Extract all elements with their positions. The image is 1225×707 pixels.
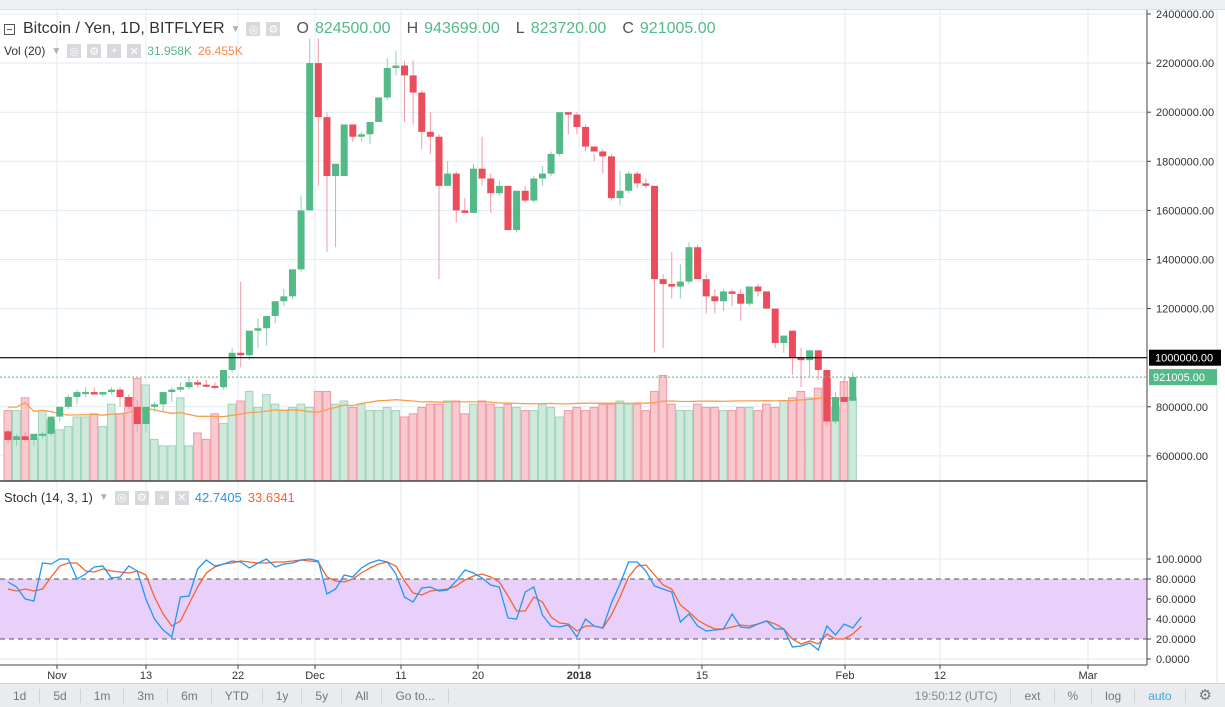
main-series-legend: Bitcoin / Yen, 1D, BITFLYER ▼ ◎ ⚙ O 82450… (4, 20, 716, 38)
volume-bars (3, 374, 857, 482)
svg-text:2400000.00: 2400000.00 (1156, 10, 1214, 21)
symbol-title[interactable]: Bitcoin / Yen, 1D, BITFLYER (23, 20, 225, 37)
svg-text:1200000.00: 1200000.00 (1156, 304, 1214, 316)
high-value: 943699.00 (424, 20, 500, 37)
ext-toggle[interactable]: ext (1011, 688, 1055, 703)
stoch-title[interactable]: Stoch (14, 3, 1) (4, 490, 93, 505)
range-ytd[interactable]: YTD (212, 688, 263, 703)
plus-icon[interactable]: + (107, 44, 122, 58)
goto-button[interactable]: Go to... (382, 688, 449, 703)
top-toolbar-strip (0, 0, 1225, 10)
stoch-band (0, 579, 1147, 639)
gear-icon[interactable]: ⚙ (134, 490, 149, 505)
open-label: O (296, 20, 309, 37)
svg-text:Mar: Mar (1079, 670, 1098, 682)
svg-text:40.0000: 40.0000 (1156, 614, 1196, 626)
grid (0, 10, 1147, 665)
chart-canvas[interactable]: 2400000.00 2200000.00 2000000.00 1800000.00… (0, 10, 1225, 683)
chevron-down-icon[interactable]: ▼ (98, 492, 109, 503)
range-1m[interactable]: 1m (81, 688, 125, 703)
svg-text:20: 20 (472, 670, 484, 682)
price-tag-1000000 (1149, 349, 1221, 366)
svg-text:Nov: Nov (47, 670, 67, 682)
svg-text:13: 13 (140, 670, 152, 682)
stoch-legend: Stoch (14, 3, 1) ▼ ◎ ⚙ + ✕ 42.7405 33.63… (4, 490, 295, 505)
svg-text:Feb: Feb (836, 670, 855, 682)
range-all[interactable]: All (342, 688, 383, 703)
log-toggle[interactable]: log (1092, 688, 1136, 703)
eye-icon[interactable]: ◎ (246, 22, 261, 36)
price-axis[interactable]: 2400000.00 2200000.00 2000000.00 1800000.00… (1147, 10, 1221, 463)
svg-text:1000000.00: 1000000.00 (1155, 353, 1213, 365)
last-price-tag (1149, 369, 1217, 386)
close-icon[interactable]: ✕ (174, 490, 189, 505)
range-6m[interactable]: 6m (168, 688, 212, 703)
svg-text:22: 22 (232, 670, 244, 682)
collapse-icon[interactable] (4, 23, 15, 35)
volume-ma-value: 26.455K (197, 44, 243, 58)
open-value: 824500.00 (314, 20, 391, 37)
svg-text:80.0000: 80.0000 (1156, 574, 1196, 586)
svg-text:2018: 2018 (567, 670, 591, 682)
svg-text:Dec: Dec (305, 670, 325, 682)
range-5d[interactable]: 5d (40, 688, 81, 703)
bottom-right-controls: 19:50:12 (UTC) ext % log auto ⚙ (915, 686, 1225, 704)
close-label: C (622, 20, 634, 37)
svg-text:60.0000: 60.0000 (1156, 594, 1196, 606)
gear-icon[interactable]: ⚙ (266, 22, 281, 36)
stoch-axis[interactable]: 100.0000 80.0000 60.0000 40.0000 20.0000 0.00… (1147, 554, 1202, 666)
svg-text:20.0000: 20.0000 (1156, 634, 1196, 646)
svg-text:2200000.00: 2200000.00 (1156, 58, 1214, 70)
stoch-d-value: 33.6341 (247, 490, 295, 505)
percent-toggle[interactable]: % (1055, 688, 1093, 703)
svg-text:15: 15 (696, 670, 708, 682)
stoch-k-value: 42.7405 (194, 490, 242, 505)
gear-icon[interactable]: ⚙ (87, 44, 102, 58)
svg-text:0.0000: 0.0000 (1156, 654, 1190, 666)
svg-text:921005.00: 921005.00 (1153, 372, 1205, 384)
svg-text:100.0000: 100.0000 (1156, 554, 1202, 566)
volume-legend: Vol (20) ▼ ◎ ⚙ + ✕ 31.958K 26.455K (4, 44, 243, 58)
time-axis[interactable]: Nov 13 22 Dec 11 20 2018 15 Feb 12 Mar (47, 665, 1098, 682)
high-label: H (406, 20, 419, 37)
volume-title[interactable]: Vol (20) (4, 44, 46, 58)
candlesticks (4, 38, 857, 447)
clock: 19:50:12 (UTC) (915, 688, 1012, 703)
low-value: 823720.00 (530, 20, 607, 37)
svg-text:11: 11 (395, 670, 406, 682)
gear-icon[interactable]: ⚙ (1198, 686, 1212, 704)
svg-text:1400000.00: 1400000.00 (1156, 255, 1214, 267)
close-icon[interactable]: ✕ (127, 44, 142, 58)
svg-text:2000000.00: 2000000.00 (1156, 107, 1214, 119)
chevron-down-icon[interactable]: ▼ (51, 45, 62, 57)
svg-text:1600000.00: 1600000.00 (1156, 205, 1214, 217)
range-1y[interactable]: 1y (263, 688, 303, 703)
svg-text:800000.00: 800000.00 (1156, 402, 1208, 414)
svg-text:1800000.00: 1800000.00 (1156, 156, 1214, 168)
eye-icon[interactable]: ◎ (67, 44, 82, 58)
range-1d[interactable]: 1d (0, 688, 41, 703)
eye-icon[interactable]: ◎ (114, 490, 129, 505)
plus-icon[interactable]: + (154, 490, 169, 505)
range-3m[interactable]: 3m (124, 688, 169, 703)
chevron-down-icon[interactable]: ▼ (230, 23, 241, 35)
volume-value: 31.958K (147, 44, 192, 58)
bottom-toolbar: 1d 5d 1m 3m 6m YTD 1y 5y All Go to... 19… (0, 683, 1225, 707)
low-label: L (515, 20, 525, 37)
stoch-k-line (7, 558, 862, 652)
svg-text:600000.00: 600000.00 (1156, 451, 1208, 463)
auto-toggle[interactable]: auto (1135, 688, 1186, 703)
close-value: 921005.00 (639, 20, 716, 37)
svg-text:12: 12 (934, 670, 946, 682)
range-5y[interactable]: 5y (302, 688, 343, 703)
